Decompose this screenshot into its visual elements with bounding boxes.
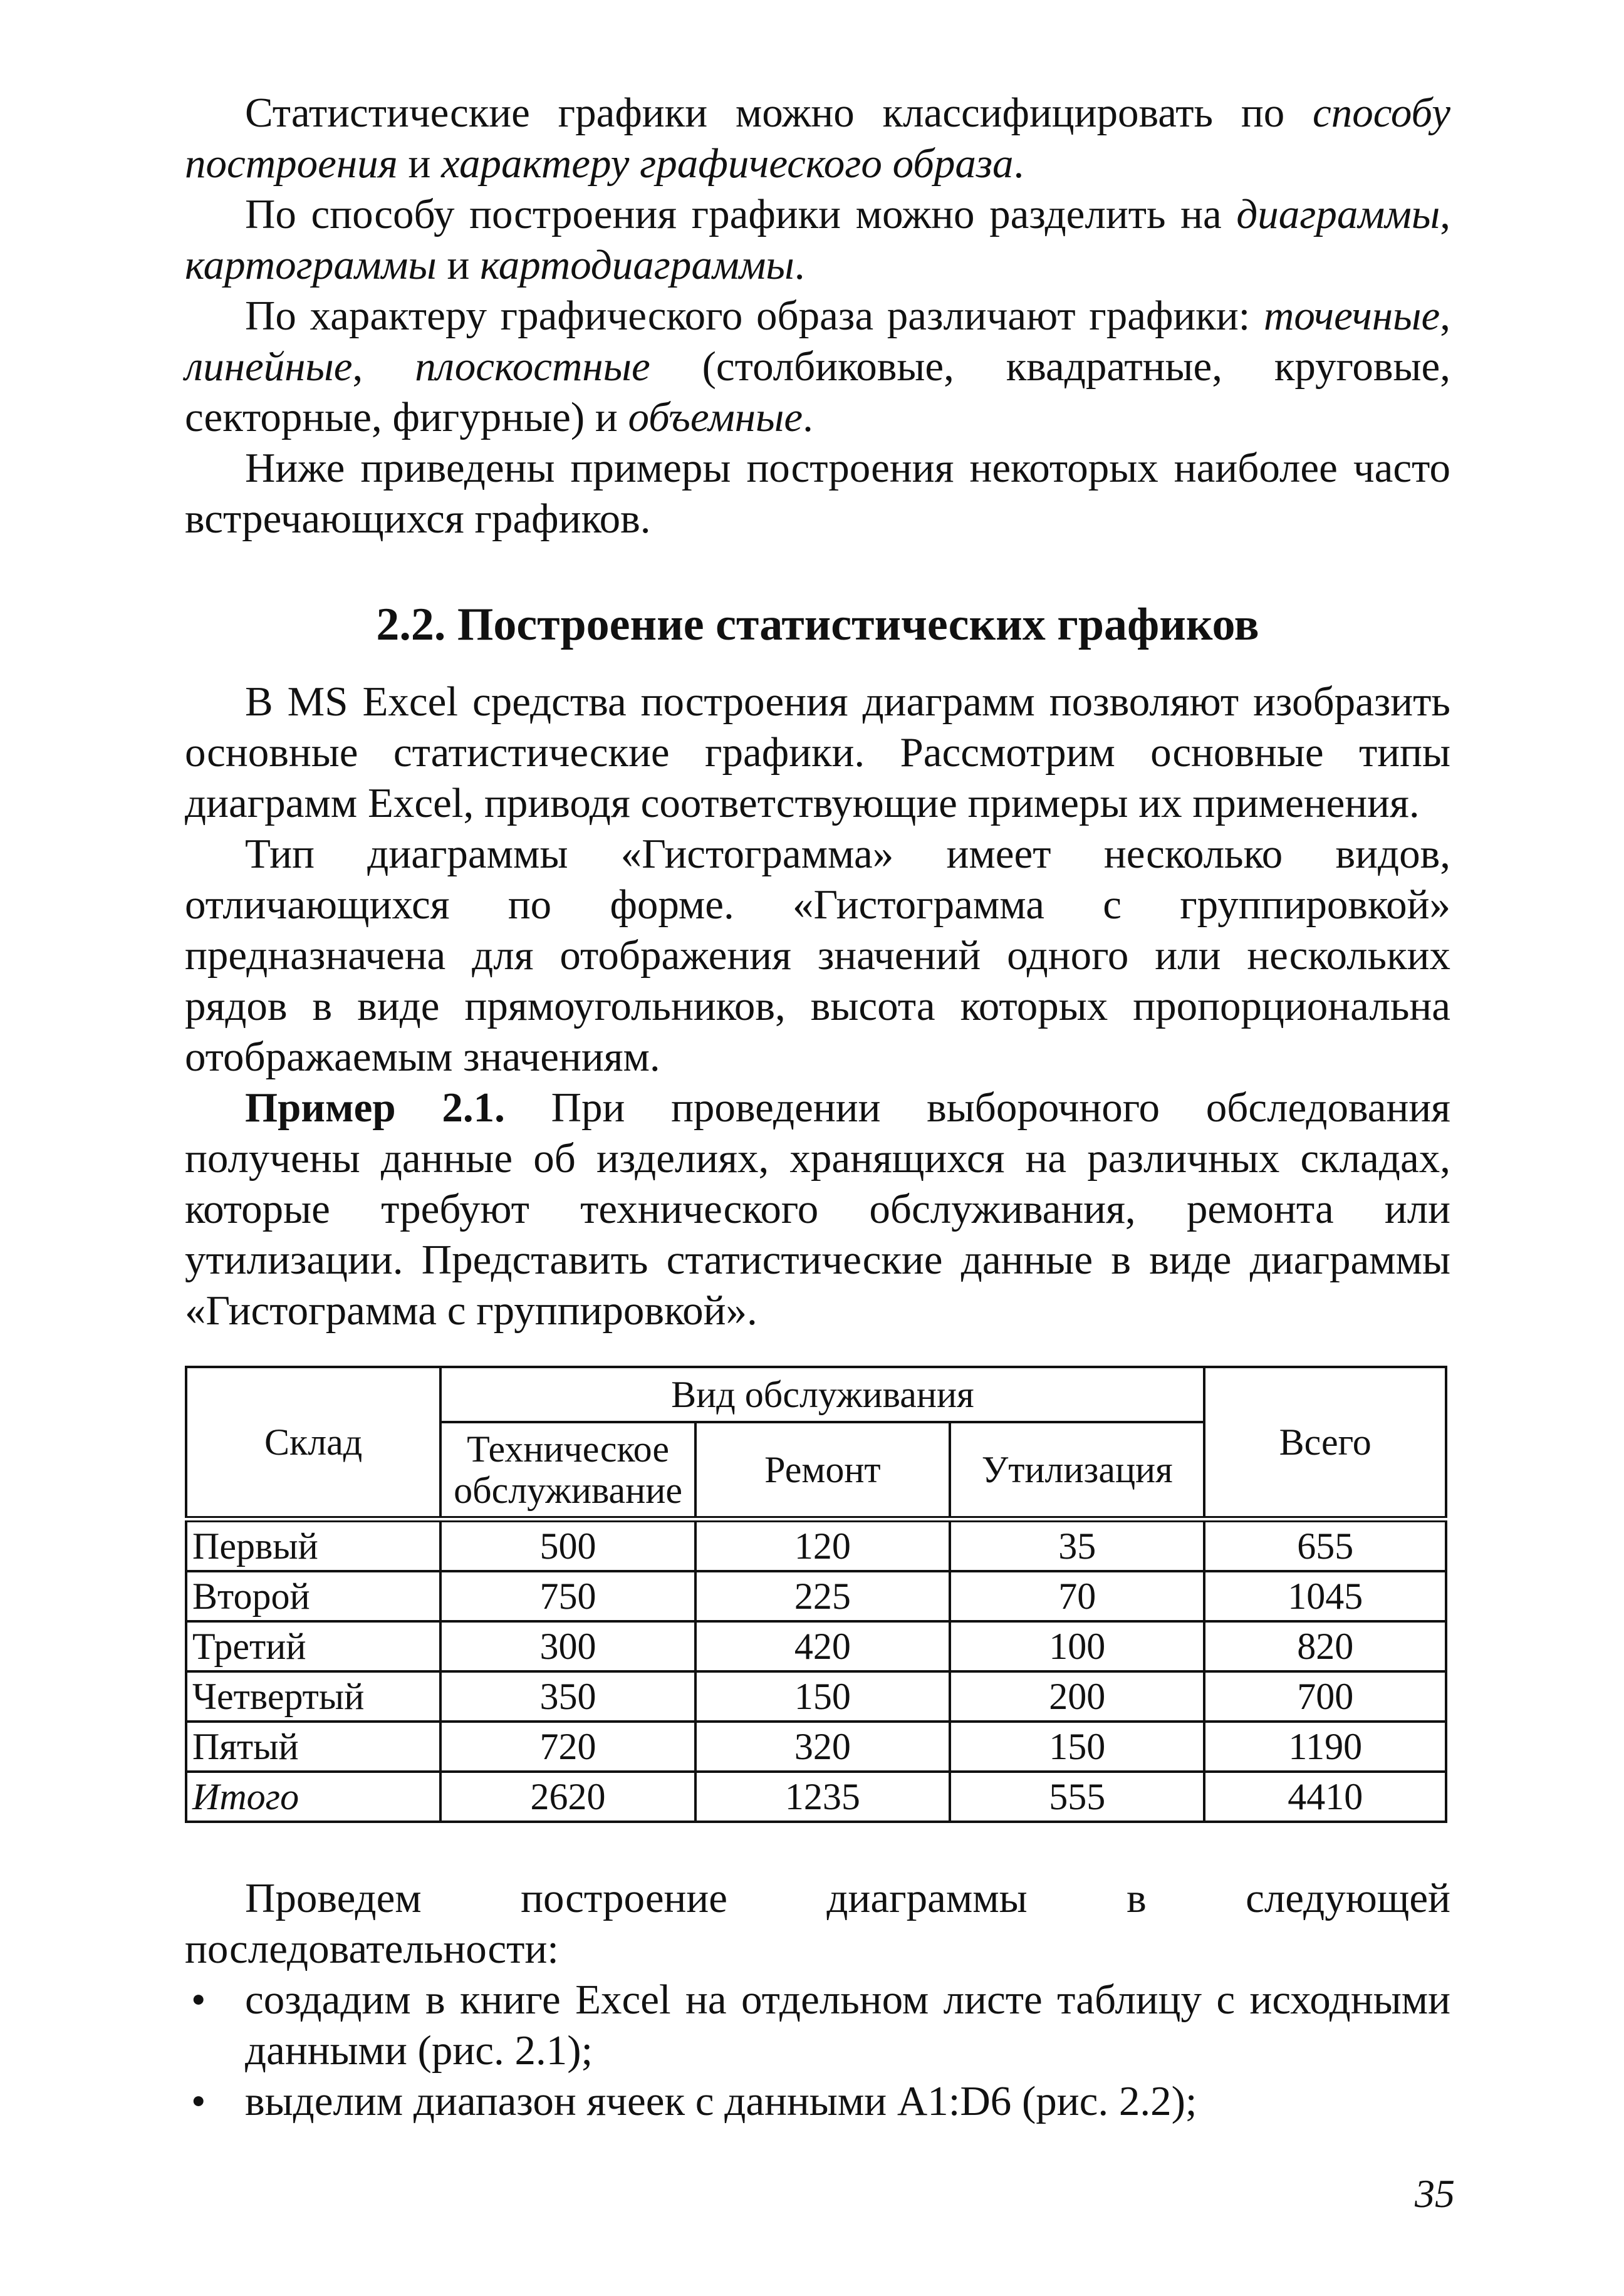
- paragraph: Статистические графики можно классифицир…: [185, 90, 1450, 187]
- table-cell: 150: [949, 1720, 1206, 1773]
- table-row: Третий 300 420 100 820: [184, 1620, 1447, 1673]
- header-maintenance: Техническое обслуживание: [439, 1421, 697, 1520]
- page-number: 35: [1415, 2171, 1455, 2216]
- table-cell: 720: [439, 1720, 697, 1773]
- table-cell: 35: [949, 1518, 1206, 1572]
- table-cell: 555: [949, 1770, 1206, 1823]
- table-cell: 4410: [1203, 1770, 1447, 1823]
- table-cell: 225: [694, 1570, 952, 1623]
- table-cell: 300: [439, 1620, 697, 1673]
- table-cell: 820: [1203, 1620, 1447, 1673]
- table-cell: 700: [1203, 1670, 1447, 1723]
- paragraph: Проведем построение диаграммы в следующе…: [185, 1875, 1450, 1972]
- header-disposal: Утилизация: [949, 1421, 1206, 1520]
- header-group: Вид обслуживания: [439, 1366, 1206, 1423]
- table-cell: 100: [949, 1620, 1206, 1673]
- table-row: Итого 2620 1235 555 4410: [184, 1770, 1447, 1823]
- header-warehouse: Склад: [184, 1366, 442, 1520]
- table-cell: 655: [1203, 1518, 1447, 1572]
- intro-text: Статистические графики можно классифицир…: [185, 88, 1450, 544]
- header-total: Всего: [1203, 1366, 1447, 1520]
- table-cell: Итого: [184, 1770, 442, 1823]
- table-cell: 750: [439, 1570, 697, 1623]
- table-cell: Первый: [184, 1518, 442, 1572]
- section-heading: 2.2. Построение статистических графиков: [376, 599, 1259, 650]
- paragraph: В MS Excel средства построения диаграмм …: [185, 678, 1450, 826]
- paragraph: Пример 2.1. При проведении выборочного о…: [185, 1084, 1450, 1334]
- table-row: Второй 750 225 70 1045: [184, 1570, 1447, 1623]
- list-item: создадим в книге Excel на отдельном лист…: [185, 1975, 1450, 2076]
- paragraph: Тип диаграммы «Гистограмма» имеет нескол…: [185, 831, 1450, 1080]
- table-cell: 70: [949, 1570, 1206, 1623]
- bullet-list: создадим в книге Excel на отдельном лист…: [185, 1975, 1450, 2127]
- paragraph: Ниже приведены примеры построения некото…: [185, 445, 1450, 542]
- table-row: Пятый 720 320 150 1190: [184, 1720, 1447, 1773]
- example-label: Пример 2.1.: [245, 1084, 505, 1131]
- data-table: Склад Вид обслуживания Всего Техническое…: [184, 1366, 1447, 1823]
- table-cell: 150: [694, 1670, 952, 1723]
- header-repair: Ремонт: [694, 1421, 952, 1520]
- table-cell: 500: [439, 1518, 697, 1572]
- list-item: выделим диапазон ячеек с данными A1:D6 (…: [185, 2076, 1450, 2127]
- table-row: Первый 500 120 35 655: [184, 1518, 1447, 1572]
- table-row: Четвертый 350 150 200 700: [184, 1670, 1447, 1723]
- table-cell: 320: [694, 1720, 952, 1773]
- table-cell: 1235: [694, 1770, 952, 1823]
- table-cell: 200: [949, 1670, 1206, 1723]
- section-text: В MS Excel средства построения диаграмм …: [185, 677, 1450, 1336]
- table-cell: Пятый: [184, 1720, 442, 1773]
- table-cell: 420: [694, 1620, 952, 1673]
- paragraph: По характеру графического образа различа…: [185, 293, 1451, 440]
- table-cell: 350: [439, 1670, 697, 1723]
- table-cell: 120: [694, 1518, 952, 1572]
- after-text: Проведем построение диаграммы в следующе…: [185, 1873, 1450, 2127]
- table-cell: Четвертый: [184, 1670, 442, 1723]
- table-cell: 1190: [1203, 1720, 1447, 1773]
- table-cell: Второй: [184, 1570, 442, 1623]
- table-cell: Третий: [184, 1620, 442, 1673]
- table-cell: 1045: [1203, 1570, 1447, 1623]
- paragraph: По способу построения графики можно разд…: [185, 191, 1450, 288]
- table-cell: 2620: [439, 1770, 697, 1823]
